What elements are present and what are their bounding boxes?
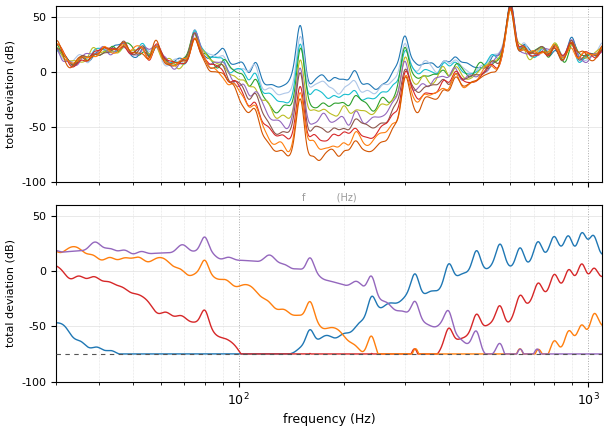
X-axis label: f          (Hz): f (Hz) — [302, 192, 356, 202]
Y-axis label: total deviation (dB): total deviation (dB) — [5, 40, 16, 148]
X-axis label: frequency (Hz): frequency (Hz) — [283, 413, 376, 426]
Y-axis label: total deviation (dB): total deviation (dB) — [5, 239, 16, 347]
